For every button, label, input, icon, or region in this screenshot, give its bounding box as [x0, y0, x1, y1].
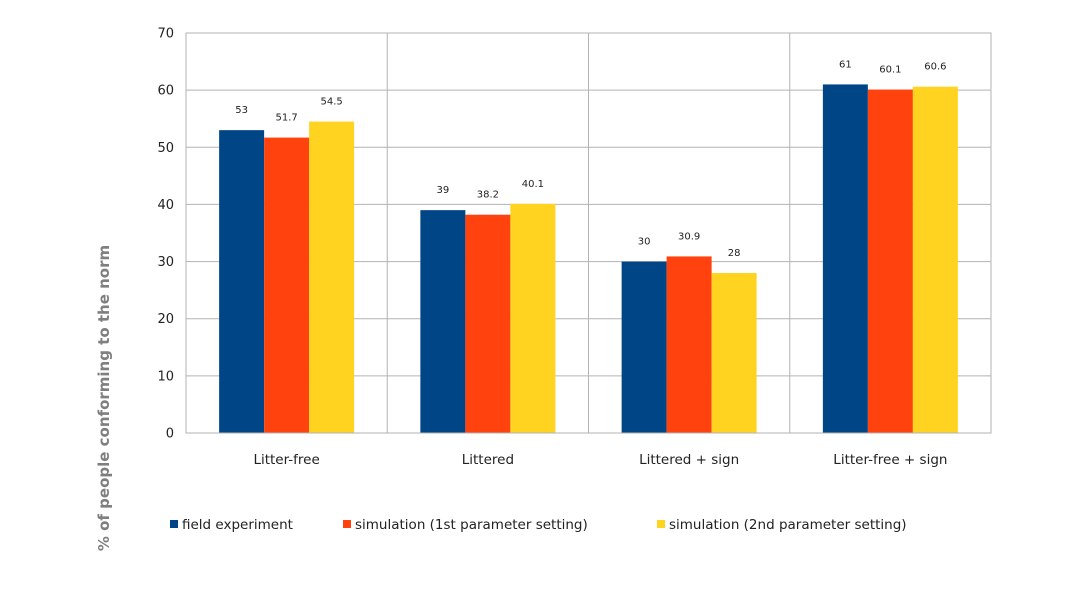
data-label: 38.2	[477, 190, 499, 201]
y-tick-label: 0	[166, 427, 174, 442]
bar	[867, 89, 913, 434]
legend-label: simulation (2nd parameter setting)	[669, 517, 907, 533]
bar	[219, 130, 265, 433]
bar	[465, 214, 511, 433]
legend-swatch	[170, 520, 178, 528]
legend-label: simulation (1st parameter setting)	[355, 517, 588, 533]
y-tick-label: 60	[157, 84, 174, 99]
category-label: Litter-free + sign	[833, 452, 947, 468]
bar	[621, 261, 667, 433]
plot-border	[185, 32, 992, 434]
data-label: 60.1	[879, 65, 901, 76]
y-tick-label: 10	[157, 369, 174, 384]
bar	[264, 137, 310, 434]
bar	[666, 256, 712, 433]
bar	[822, 84, 868, 433]
y-axis-label: % of people conforming to the norm	[95, 245, 113, 551]
legend-label: field experiment	[182, 517, 293, 533]
legend-swatch	[657, 520, 665, 528]
legend-swatch	[343, 520, 351, 528]
y-tick-label: 40	[157, 198, 174, 213]
bars	[219, 84, 958, 434]
data-label: 51.7	[275, 113, 297, 124]
bar	[420, 210, 466, 433]
data-label: 30.9	[678, 231, 700, 242]
y-tick-label: 50	[157, 141, 174, 156]
y-tick-label: 30	[157, 255, 174, 270]
plot-frame	[185, 32, 992, 434]
y-tick-label: 70	[157, 27, 174, 42]
data-label: 61	[839, 59, 852, 70]
data-label: 60.6	[924, 62, 946, 73]
category-label: Litter-free	[253, 452, 319, 468]
legend: field experiment simulation (1st paramete…	[170, 517, 907, 533]
bar	[309, 121, 355, 434]
data-label: 39	[437, 185, 450, 196]
data-label: 40.1	[522, 179, 544, 190]
bar	[711, 273, 757, 433]
y-tick-label: 20	[157, 312, 174, 327]
bar	[912, 86, 958, 433]
bar	[510, 203, 556, 433]
data-label: 28	[728, 248, 741, 259]
category-labels: Litter-free Littered Littered + sign Litter…	[253, 452, 947, 468]
data-label: 54.5	[320, 97, 342, 108]
y-tick-labels: 0 10 20 30 40 50 60 70	[157, 27, 174, 442]
category-label: Littered	[462, 452, 514, 468]
data-label: 53	[235, 105, 248, 116]
data-label: 30	[638, 237, 651, 248]
category-label: Littered + sign	[639, 452, 739, 468]
data-labels: 53 51.7 54.5 39 38.2 40.1 30 30.9 28 61 60.1 60.6	[235, 59, 946, 259]
